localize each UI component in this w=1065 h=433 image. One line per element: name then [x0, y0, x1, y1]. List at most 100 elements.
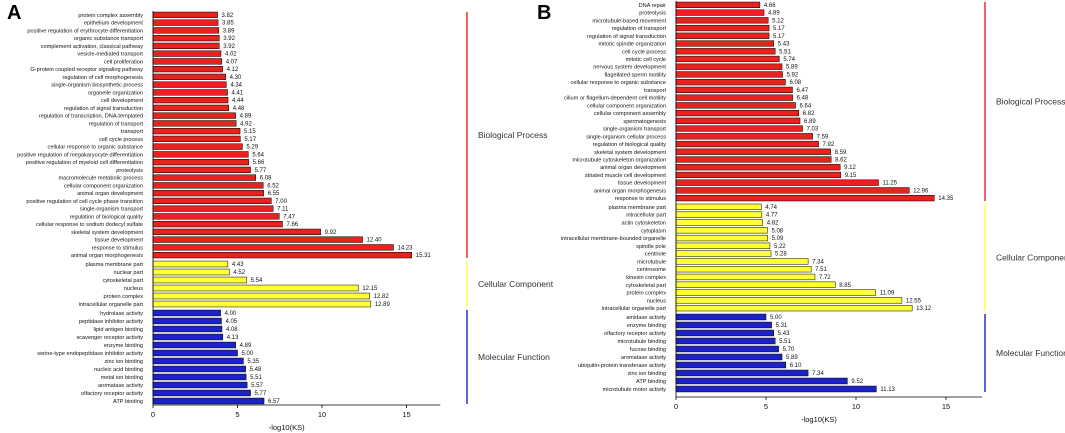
- data-label: 12.15: [362, 286, 378, 292]
- category-label: aromatase activity: [98, 383, 143, 389]
- category-label: microtubule cytoskeleton organization: [572, 157, 666, 163]
- category-label: cell proliferation: [104, 59, 143, 65]
- data-label: 4.13: [227, 335, 239, 341]
- category-label: plasma membrane part: [85, 262, 143, 268]
- bar: [675, 117, 801, 124]
- data-label: 5.35: [247, 359, 259, 365]
- data-label: 5.09: [772, 236, 784, 242]
- bar: [152, 19, 219, 26]
- bar: [152, 236, 363, 243]
- data-label: 12.96: [913, 188, 929, 194]
- category-label: regulation of transcription, DNA-templat…: [39, 114, 143, 120]
- data-label: 5.17: [773, 34, 785, 40]
- bar: [152, 159, 249, 166]
- data-label: 5.89: [786, 355, 798, 361]
- bar: [152, 182, 264, 189]
- category-label: protein complex: [627, 291, 667, 297]
- category-label: lipid antigen binding: [94, 327, 143, 333]
- category-label: enzyme binding: [627, 323, 666, 329]
- category-label: nucleic acid binding: [94, 367, 143, 373]
- category-label: response to stimulus: [615, 196, 667, 202]
- category-label: response to stimulus: [92, 245, 144, 251]
- category-label: regulation of signal transduction: [64, 106, 143, 112]
- bar: [675, 234, 768, 242]
- bar: [152, 309, 221, 317]
- bar: [152, 112, 236, 119]
- bar: [152, 66, 223, 73]
- bar: [152, 373, 247, 381]
- category-label: microtubule motor activity: [603, 387, 667, 393]
- data-label: 5.64: [252, 152, 264, 158]
- data-label: 3.89: [223, 28, 235, 34]
- bar: [675, 156, 832, 163]
- bar: [152, 252, 412, 259]
- bar: [152, 381, 248, 389]
- bar: [675, 9, 765, 16]
- data-label: 3.82: [222, 13, 234, 19]
- bar: [675, 242, 771, 249]
- data-label: 7.59: [817, 134, 829, 140]
- category-label: animal organ development: [77, 191, 143, 197]
- category-label: transport: [644, 88, 667, 94]
- data-label: 3.92: [223, 36, 235, 42]
- category-label: microtubule: [637, 259, 666, 265]
- bar: [152, 89, 228, 96]
- bar: [675, 24, 770, 32]
- category-label: protein complex assembly: [78, 13, 143, 19]
- panel-label-a: A: [7, 2, 21, 24]
- category-label: amidase activity: [626, 315, 666, 321]
- category-label: G-protein coupled receptor signaling pat…: [30, 67, 143, 73]
- data-label: 6.55: [268, 191, 280, 197]
- bar: [152, 284, 359, 292]
- bar: [152, 27, 219, 34]
- bar: [675, 195, 935, 202]
- data-label: 5.31: [776, 323, 788, 329]
- x-axis-title: -log10(KS): [801, 415, 837, 424]
- category-label: epithelium development: [84, 21, 144, 27]
- data-label: 4.92: [240, 121, 252, 127]
- bar: [152, 205, 274, 212]
- category-label: regulation of cell morphogenesis: [62, 75, 143, 81]
- bar: [152, 268, 230, 276]
- data-label: 5.57: [251, 383, 263, 389]
- category-label: regulation of transport: [89, 121, 144, 127]
- category-label: tissue development: [618, 181, 667, 187]
- data-label: 11.25: [883, 181, 898, 187]
- category-label: kinesin complex: [626, 275, 666, 281]
- x-tick-label: 15: [402, 410, 410, 419]
- category-label: enzyme binding: [104, 343, 143, 349]
- bar: [675, 353, 783, 361]
- data-label: 5.51: [250, 375, 262, 381]
- category-label: cilium or flagellum-dependent cell motil…: [564, 96, 666, 102]
- category-label: plasma membrane part: [608, 205, 666, 211]
- bar: [152, 166, 251, 173]
- bar: [675, 203, 762, 211]
- data-label: 6.82: [803, 111, 815, 117]
- category-label: regulation of biological quality: [593, 142, 667, 148]
- group-label: Molecular Function: [478, 352, 550, 362]
- category-label: centrosome: [637, 267, 666, 273]
- data-label: 5.29: [246, 145, 258, 151]
- category-label: organelle organization: [88, 90, 143, 96]
- data-label: 5.22: [774, 244, 786, 250]
- data-label: 5.51: [779, 339, 791, 345]
- category-label: microtubule-based movement: [592, 18, 666, 24]
- category-label: animal organ morphogenesis: [594, 188, 666, 194]
- bar: [675, 219, 764, 226]
- bar: [675, 94, 793, 101]
- data-label: 6.47: [796, 88, 808, 94]
- data-label: 11.09: [880, 291, 895, 297]
- bar: [675, 385, 877, 393]
- category-label: cell cycle process: [99, 137, 143, 143]
- bar: [675, 273, 816, 281]
- panel-label-b: B: [537, 2, 551, 24]
- data-label: 6.48: [797, 96, 809, 102]
- data-label: 4.34: [230, 83, 242, 89]
- data-label: 7.72: [819, 275, 831, 281]
- data-label: 5.77: [255, 168, 267, 174]
- data-label: 6.64: [800, 103, 812, 109]
- bar: [152, 190, 264, 197]
- category-label: fucose binding: [630, 347, 666, 353]
- bar: [675, 321, 772, 329]
- category-label: animal organ development: [600, 165, 666, 171]
